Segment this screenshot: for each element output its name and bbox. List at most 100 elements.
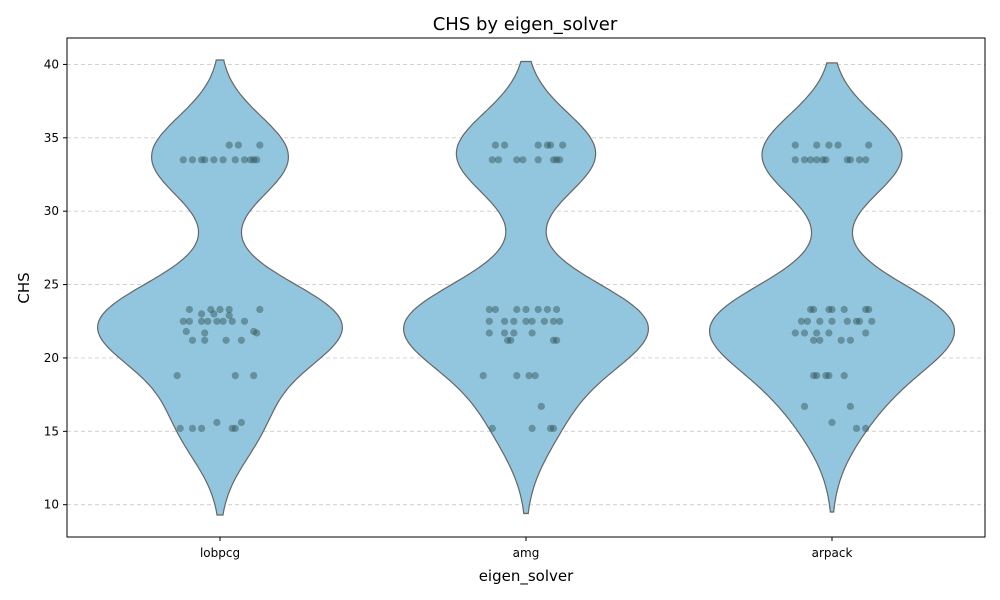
violin-amg <box>402 60 650 515</box>
strip-point <box>855 317 864 325</box>
strip-point <box>528 329 536 337</box>
strip-point <box>198 424 206 432</box>
strip-point <box>513 156 521 164</box>
strip-point <box>237 418 245 427</box>
strip-point <box>234 141 242 149</box>
strip-point <box>210 310 218 318</box>
strip-point <box>843 317 851 325</box>
strip-point <box>807 156 815 164</box>
strip-point <box>228 317 236 325</box>
strip-point <box>852 424 861 432</box>
strip-point <box>240 156 249 164</box>
strip-point <box>865 141 873 149</box>
strip-point <box>828 317 836 325</box>
strip-point <box>222 336 230 344</box>
strip-point <box>528 424 536 432</box>
strip-point <box>501 329 509 337</box>
strip-point <box>828 305 836 314</box>
strip-point <box>534 156 542 164</box>
strip-point <box>231 372 239 380</box>
strip-point <box>846 336 855 344</box>
strip-point <box>491 141 499 149</box>
strip-point <box>213 418 221 427</box>
strip-point <box>176 424 184 432</box>
x-axis-label: eigen_solver <box>479 567 574 586</box>
strip-point <box>210 156 218 164</box>
strip-point <box>188 424 197 432</box>
strip-point <box>231 156 239 164</box>
strip-point <box>531 372 539 380</box>
y-axis-label: CHS <box>15 272 33 303</box>
strip-point <box>816 336 824 344</box>
strip-point <box>198 317 206 325</box>
strip-point <box>501 141 509 149</box>
strip-point <box>559 141 567 149</box>
strip-point <box>225 141 233 149</box>
x-tick-label: amg <box>513 546 540 560</box>
strip-point <box>543 305 552 314</box>
strip-point <box>843 156 851 164</box>
strip-point <box>485 317 493 325</box>
strip-point <box>840 372 848 380</box>
strip-point <box>797 317 806 325</box>
y-tick-label: 30 <box>44 204 59 218</box>
strip-point <box>522 305 530 314</box>
strip-point <box>813 329 821 337</box>
strip-points <box>173 141 876 432</box>
strip-point <box>865 305 873 314</box>
violin-lobpcg <box>96 59 344 516</box>
strip-point <box>819 156 827 164</box>
strip-point <box>549 156 558 164</box>
strip-point <box>868 317 876 325</box>
strip-point <box>488 424 496 432</box>
strip-point <box>213 317 221 325</box>
strip-point <box>546 141 555 149</box>
strip-point <box>855 156 864 164</box>
strip-point <box>182 327 190 336</box>
strip-point <box>204 317 212 325</box>
strip-point <box>822 372 830 380</box>
strip-point <box>537 402 545 410</box>
strip-point <box>247 156 255 164</box>
strip-point <box>198 156 206 164</box>
strip-point <box>201 336 209 344</box>
y-tick-label: 40 <box>44 57 59 71</box>
strip-point <box>810 305 818 314</box>
x-axis-ticks: lobpcg amg arpack <box>200 537 852 560</box>
strip-point <box>837 336 845 344</box>
strip-point <box>525 372 533 380</box>
strip-point <box>179 317 187 325</box>
strip-point <box>534 305 542 314</box>
strip-point <box>553 305 561 314</box>
strip-point <box>504 336 512 344</box>
strip-point <box>800 329 809 337</box>
strip-point <box>846 402 855 410</box>
y-tick-label: 15 <box>44 424 59 438</box>
strip-point <box>546 424 555 432</box>
strip-point <box>216 305 224 314</box>
strip-point <box>828 418 836 427</box>
y-tick-label: 25 <box>44 278 59 292</box>
strip-point <box>188 156 197 164</box>
y-tick-label: 20 <box>44 351 59 365</box>
strip-point <box>543 141 552 149</box>
strip-point <box>862 424 870 432</box>
strip-point <box>510 329 518 337</box>
strip-point <box>219 156 227 164</box>
strip-point <box>179 156 187 164</box>
strip-point <box>256 141 264 149</box>
strip-point <box>822 156 830 164</box>
y-axis-ticks: 10 15 20 25 30 35 40 <box>44 57 67 512</box>
strip-point <box>479 372 487 380</box>
strip-point <box>185 305 193 314</box>
strip-point <box>825 329 833 337</box>
strip-point <box>840 305 848 314</box>
strip-point <box>556 317 564 325</box>
strip-point <box>228 424 236 432</box>
strip-point <box>488 156 496 164</box>
strip-point <box>807 305 815 314</box>
strip-point <box>507 336 515 344</box>
strip-point <box>185 317 193 325</box>
strip-point <box>862 305 870 314</box>
strip-point <box>825 305 833 314</box>
